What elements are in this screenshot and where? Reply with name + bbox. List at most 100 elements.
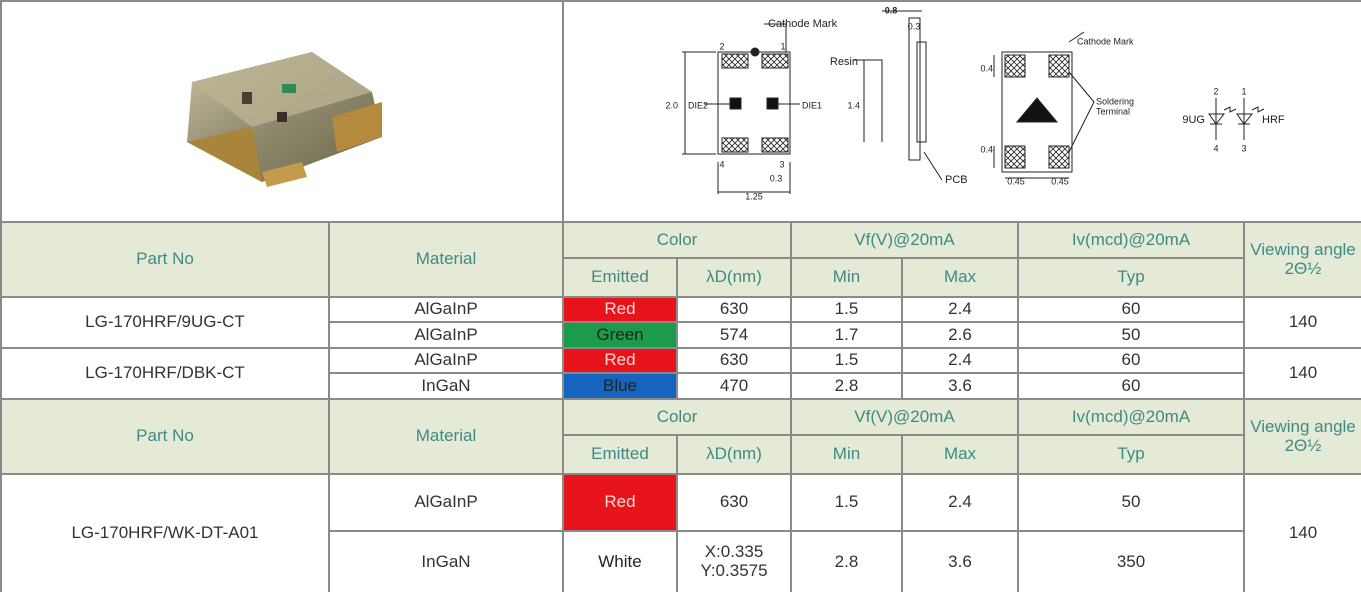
header-cell-text: Part No [2,223,328,296]
vf-min-cell-text: 1.5 [792,298,901,321]
header-cell: Emitted [564,259,678,298]
diagram-label: 0.3 [770,173,783,183]
wavelength-cell: 630 [678,475,792,532]
vf-max-cell-text: 2.6 [903,323,1017,347]
vf-max-cell: 2.4 [903,475,1019,532]
vf-min-cell-text: 1.7 [792,323,901,347]
material-cell: InGaN [330,532,564,592]
material-cell: InGaN [330,374,564,400]
emitted-cell-text: White [564,532,676,592]
vf-max-cell-text: 2.4 [903,475,1017,530]
emitted-cell-text: Red [564,475,676,530]
vf-min-cell: 1.5 [792,349,903,374]
header-cell: Vf(V)@20mA [792,400,1019,436]
viewing-angle-cell-text: 140 [1245,298,1361,347]
diagram-label: 0.3 [908,21,921,31]
vf-min-cell: 2.8 [792,374,903,400]
header-cell: Iv(mcd)@20mA [1019,400,1245,436]
header-cell-text: Part No [2,400,328,473]
diagram-label: 1 [780,41,785,51]
wavelength-cell-text: 630 [678,298,790,321]
header-cell: Emitted [564,436,678,475]
material-cell: AlGaInP [330,298,564,323]
vf-min-cell: 1.5 [792,475,903,532]
diagram-label: 4 [1213,143,1218,153]
header-cell-text: Typ [1019,259,1243,296]
header-cell: Material [330,400,564,475]
header-cell: Viewing angle 2Θ½ [1245,400,1361,475]
vf-min-cell: 1.7 [792,323,903,349]
wavelength-cell-text: 630 [678,349,790,372]
diagram-label: 9UG [1182,114,1205,126]
diagram-label: 3 [1241,143,1246,153]
header-cell-text: Max [903,436,1017,473]
header-cell: Min [792,259,903,298]
header-cell-text: Emitted [564,436,676,473]
diagram-label: 2 [1213,86,1218,96]
header-cell: Iv(mcd)@20mA [1019,223,1245,259]
material-cell-text: AlGaInP [330,323,562,347]
vf-max-cell-text: 3.6 [903,374,1017,398]
emitted-cell: White [564,532,678,592]
part-no-cell-text: LG-170HRF/DBK-CT [2,349,328,398]
iv-typ-cell: 60 [1019,374,1245,400]
emitted-cell: Red [564,349,678,374]
vf-max-cell-text: 2.4 [903,349,1017,372]
wavelength-cell: 630 [678,349,792,374]
emitted-cell-text: Blue [564,374,676,398]
wavelength-cell: 630 [678,298,792,323]
drawing [682,11,1264,194]
vf-min-cell: 2.8 [792,532,903,592]
header-cell-text: λD(nm) [678,436,790,473]
header-cell: Material [330,223,564,298]
vf-max-cell: 2.4 [903,298,1019,323]
emitted-cell-text: Green [564,323,676,347]
vf-max-cell: 2.6 [903,323,1019,349]
header-cell-text: Color [564,400,790,434]
header-cell-text: Typ [1019,436,1243,473]
part-no-cell: LG-170HRF/WK-DT-A01 [2,475,330,592]
material-cell-text: AlGaInP [330,475,562,530]
page: Cathode Mark210.80.3Resin2.0DIE2DIE11.44… [0,0,1361,592]
iv-typ-cell: 60 [1019,349,1245,374]
iv-typ-cell-text: 350 [1019,532,1243,592]
diagram-label: Soldering [1096,96,1134,106]
part-no-cell: LG-170HRF/DBK-CT [2,349,330,400]
emitted-cell: Blue [564,374,678,400]
header-cell-text: Material [330,400,562,473]
diagram-label: 1.4 [847,100,860,110]
header-cell: λD(nm) [678,436,792,475]
wavelength-cell-text: 470 [678,374,790,398]
diagram-label: 1.25 [745,191,763,201]
diagram-label: 1 [1241,86,1246,96]
header-cell: Typ [1019,259,1245,298]
iv-typ-cell: 350 [1019,532,1245,592]
header-cell-text: Min [792,259,901,296]
vf-max-cell: 2.4 [903,349,1019,374]
header-cell-text: Iv(mcd)@20mA [1019,223,1243,257]
header-cell-text: Material [330,223,562,296]
wavelength-cell-text: 630 [678,475,790,530]
iv-typ-cell-text: 50 [1019,475,1243,530]
header-cell-text: Viewing angle 2Θ½ [1245,223,1361,296]
diagram-label: Resin [830,56,858,68]
header-cell: Part No [2,400,330,475]
emitted-cell: Red [564,475,678,532]
vf-min-cell: 1.5 [792,298,903,323]
viewing-angle-cell: 140 [1245,475,1361,592]
diagram-label: DIE1 [802,100,822,110]
header-cell-text: Min [792,436,901,473]
header-cell: Color [564,400,792,436]
diagram-label: Terminal [1096,106,1130,116]
emitted-cell: Green [564,323,678,349]
header-cell: Vf(V)@20mA [792,223,1019,259]
header-cell-text: Iv(mcd)@20mA [1019,400,1243,434]
material-cell-text: InGaN [330,532,562,592]
diagram-label: 2.0 [665,100,678,110]
header-cell-text: Vf(V)@20mA [792,223,1017,257]
wavelength-cell: X:0.335 Y:0.3575 [678,532,792,592]
viewing-angle-cell: 140 [1245,298,1361,349]
part-no-cell-text: LG-170HRF/9UG-CT [2,298,328,347]
viewing-angle-cell: 140 [1245,349,1361,400]
